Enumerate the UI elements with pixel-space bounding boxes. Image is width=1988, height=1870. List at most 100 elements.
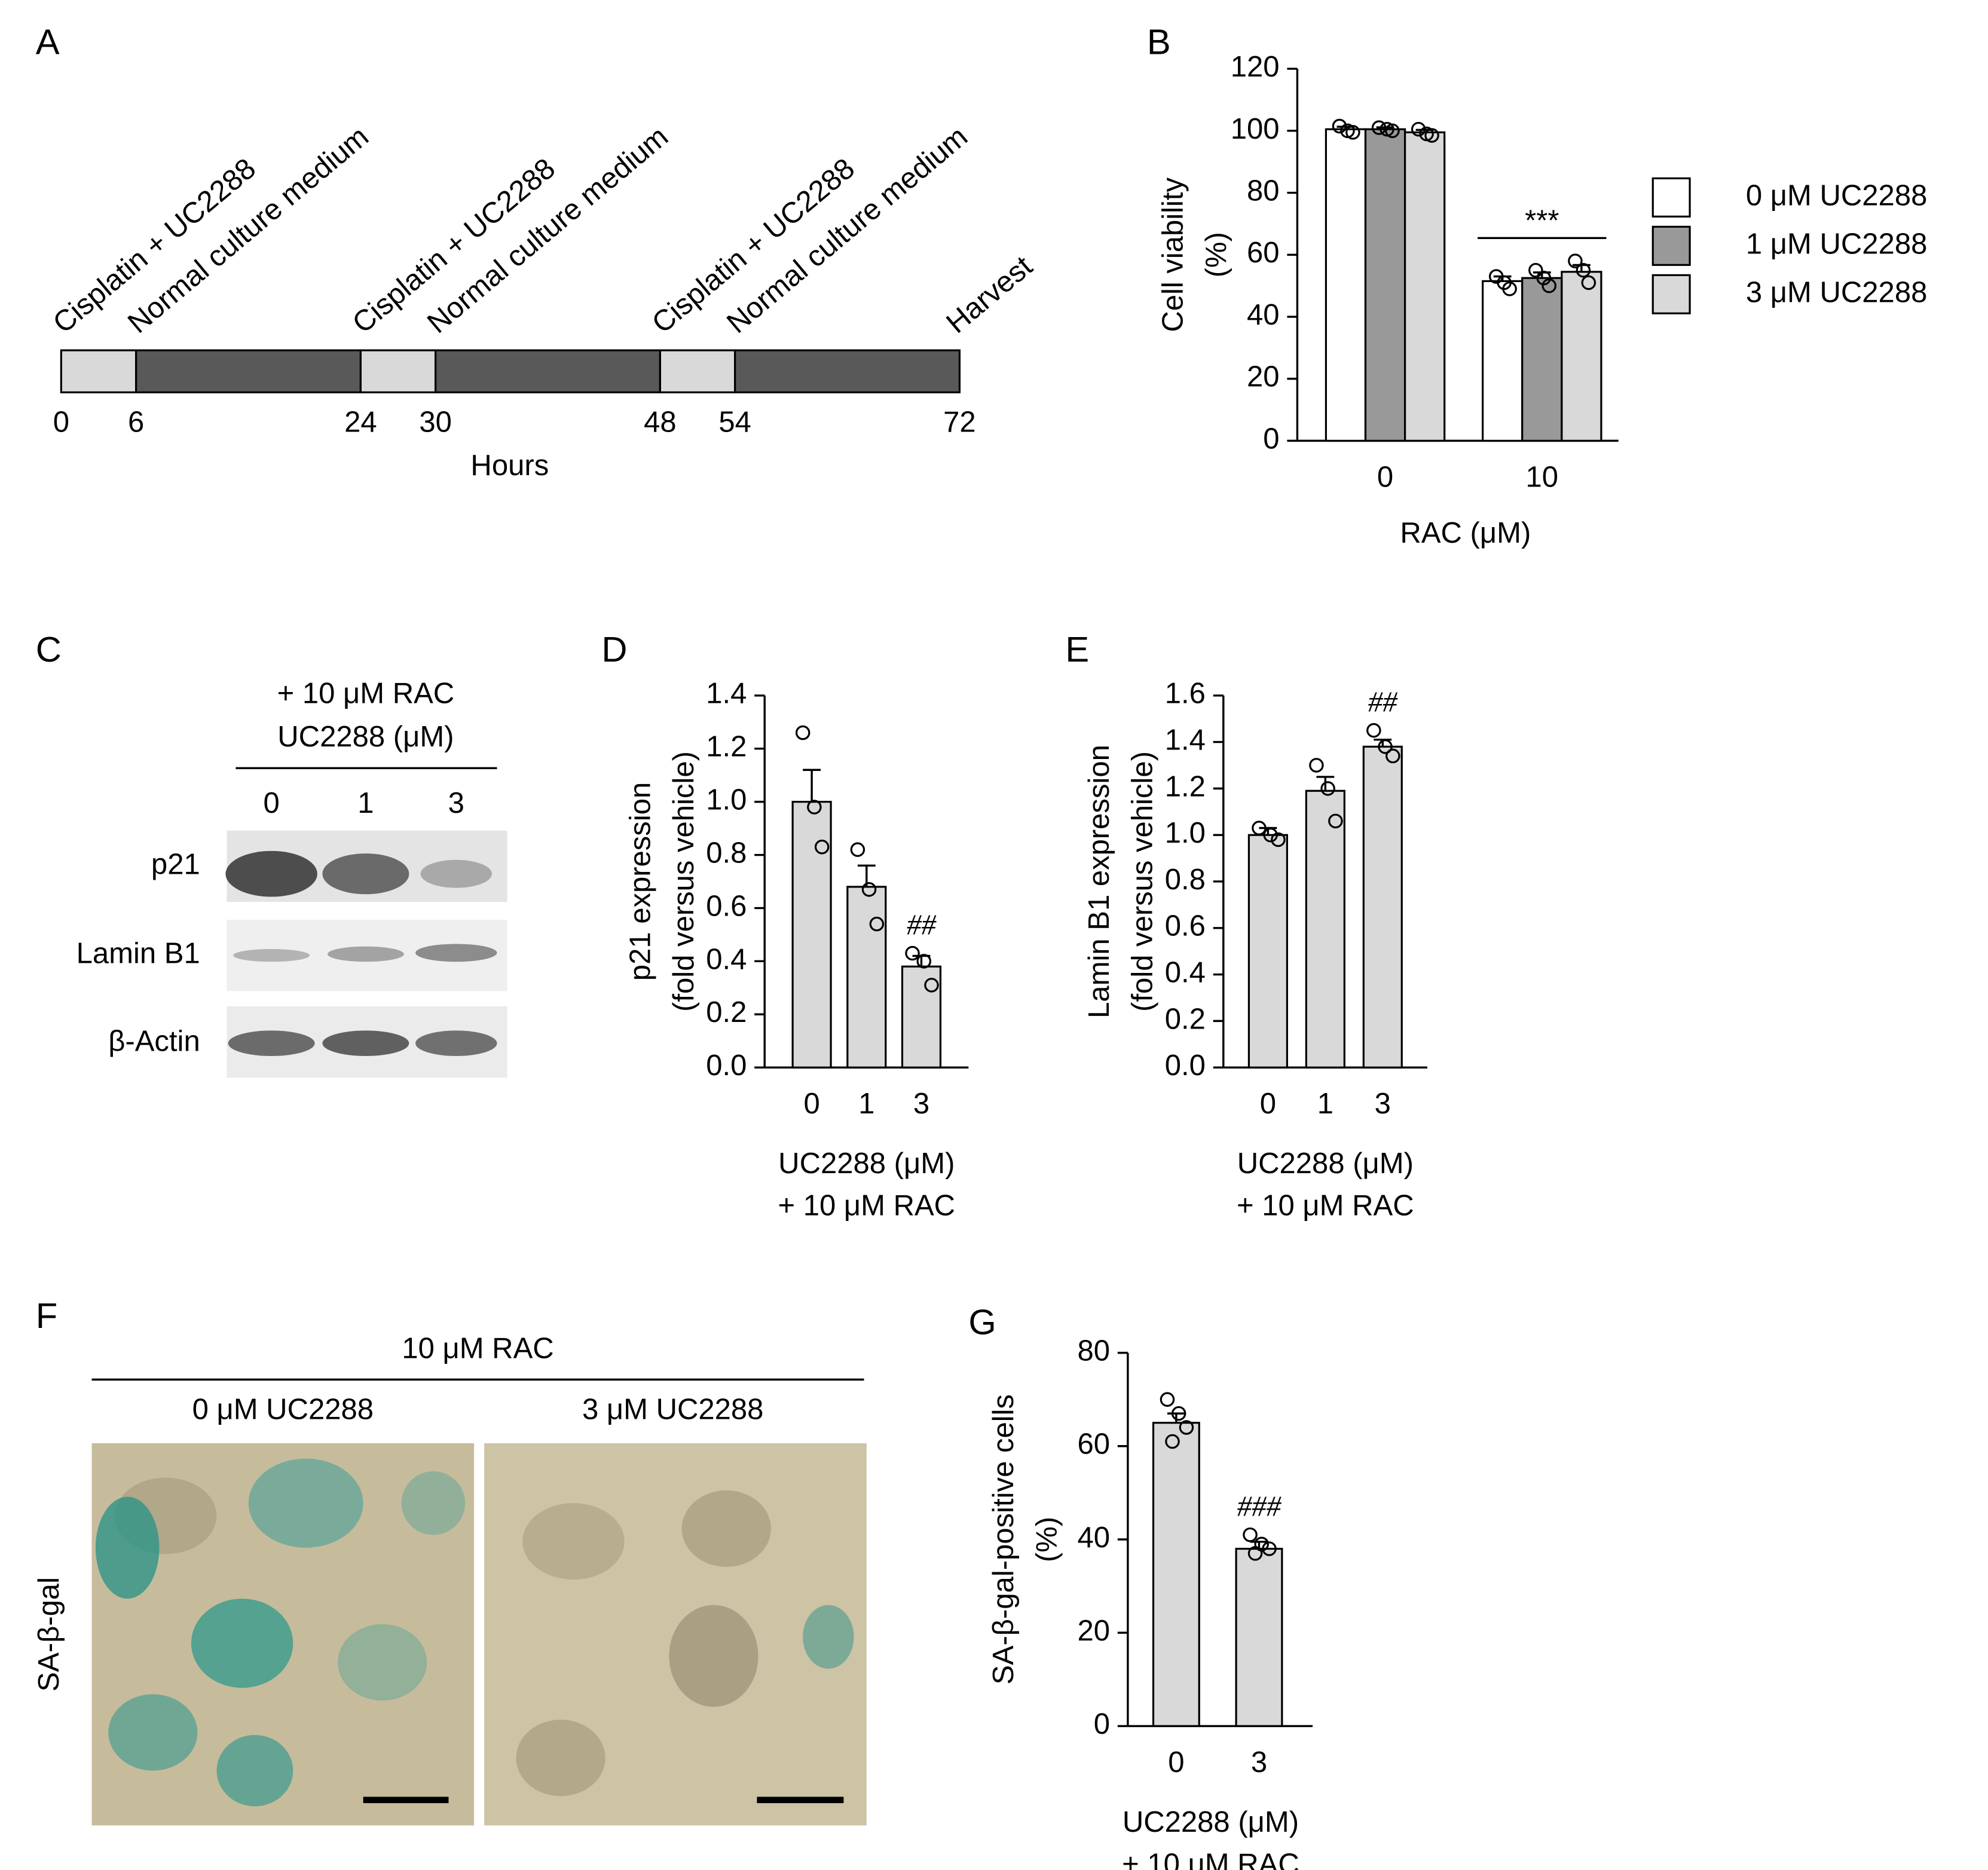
y-tick-label: 0.2 bbox=[1165, 1003, 1206, 1035]
data-point bbox=[814, 839, 830, 855]
bar bbox=[901, 965, 942, 1069]
y-axis-label: (fold versus vehicle) bbox=[1127, 751, 1159, 1012]
y-tick-label: 0.0 bbox=[706, 1049, 747, 1082]
timeline-tick-label: 72 bbox=[943, 406, 976, 439]
y-tick-label: 0.0 bbox=[1165, 1049, 1206, 1082]
blot-row-label: β-Actin bbox=[108, 1026, 200, 1058]
timeline-tick-label: 30 bbox=[419, 406, 452, 439]
timeline-tick-label: 24 bbox=[344, 406, 377, 439]
data-point bbox=[1528, 262, 1543, 278]
timeline-segment bbox=[359, 349, 437, 394]
bar bbox=[1364, 128, 1406, 442]
data-point bbox=[924, 978, 939, 993]
y-tick-label: 0.4 bbox=[1165, 957, 1206, 989]
panel-label: E bbox=[1065, 629, 1089, 669]
x-tick-label: 3 bbox=[913, 1088, 929, 1120]
y-tick-label: 0.6 bbox=[706, 890, 747, 922]
data-point bbox=[1252, 821, 1267, 835]
bar bbox=[1235, 1547, 1283, 1727]
x-axis-label: UC2288 (μM) bbox=[1237, 1147, 1414, 1180]
bar bbox=[1305, 789, 1345, 1069]
annotation: ### bbox=[1237, 1490, 1282, 1523]
data-point bbox=[869, 916, 885, 932]
data-point bbox=[861, 882, 877, 897]
data-point bbox=[1271, 832, 1286, 847]
data-point bbox=[1160, 1392, 1175, 1407]
data-point bbox=[795, 725, 811, 740]
timeline-segment bbox=[659, 349, 736, 394]
legend-label: 1 μM UC2288 bbox=[1746, 228, 1927, 260]
data-point bbox=[1309, 758, 1324, 773]
x-tick-label: 0 bbox=[1377, 461, 1393, 493]
data-point bbox=[1424, 128, 1439, 143]
y-tick-label: 1.0 bbox=[706, 784, 747, 816]
y-tick-label: 1.2 bbox=[706, 731, 747, 763]
timeline-tick-label: 48 bbox=[644, 406, 677, 439]
legend-swatch bbox=[1651, 274, 1691, 314]
data-point bbox=[1171, 1406, 1186, 1421]
timeline-segment bbox=[134, 349, 362, 394]
timeline-xlabel: Hours bbox=[470, 449, 549, 482]
micrograph-column-label: 0 μM UC2288 bbox=[192, 1394, 374, 1426]
y-tick-label: 1.2 bbox=[1165, 770, 1206, 803]
y-tick-label: 0.2 bbox=[706, 996, 747, 1029]
data-point bbox=[807, 800, 822, 815]
panel-label: C bbox=[36, 629, 62, 669]
y-axis-label: (%) bbox=[1031, 1517, 1063, 1562]
y-axis-label: (%) bbox=[1200, 232, 1232, 277]
data-point bbox=[1262, 1541, 1277, 1556]
timeline-tick-label: 6 bbox=[128, 406, 144, 439]
blot-lane-label: 3 bbox=[448, 787, 464, 819]
x-axis-label: + 10 μM RAC bbox=[1237, 1190, 1414, 1222]
x-tick-label: 0 bbox=[803, 1088, 819, 1120]
data-point bbox=[1179, 1420, 1194, 1435]
data-point bbox=[1165, 1434, 1180, 1449]
error-bar bbox=[803, 769, 821, 802]
y-tick-label: 0.8 bbox=[1165, 864, 1206, 896]
y-tick-label: 40 bbox=[1077, 1522, 1110, 1554]
y-axis-label: p21 expression bbox=[625, 782, 657, 981]
blot-header: + 10 μM RAC bbox=[277, 678, 455, 710]
x-axis-label: RAC (μM) bbox=[1400, 517, 1531, 549]
y-tick-label: 60 bbox=[1077, 1428, 1110, 1461]
y-tick-label: 1.4 bbox=[706, 678, 747, 710]
y-tick-label: 20 bbox=[1247, 361, 1280, 393]
micrograph-images bbox=[91, 1443, 867, 1826]
timeline-tick-label: 0 bbox=[53, 406, 69, 439]
panel-label: A bbox=[36, 22, 60, 62]
timeline-segment bbox=[435, 349, 662, 394]
panel-label: B bbox=[1147, 22, 1171, 62]
blot-header: UC2288 (μM) bbox=[277, 721, 454, 753]
y-axis-label: SA-β-gal-positive cells bbox=[987, 1394, 1020, 1685]
panel-label: D bbox=[601, 629, 627, 669]
error-bar bbox=[1316, 776, 1335, 791]
timeline-segment bbox=[734, 349, 961, 394]
data-point bbox=[1576, 262, 1591, 278]
legend-swatch bbox=[1651, 225, 1691, 266]
error-bar bbox=[1167, 1412, 1185, 1423]
bar bbox=[1521, 277, 1563, 442]
timeline-tick-label: 54 bbox=[718, 406, 751, 439]
data-point bbox=[1328, 813, 1343, 829]
bar bbox=[1325, 128, 1367, 442]
x-tick-label: 3 bbox=[1251, 1746, 1267, 1779]
y-tick-label: 100 bbox=[1231, 113, 1280, 145]
blot-image bbox=[225, 830, 507, 1078]
micrograph-column-label: 3 μM UC2288 bbox=[582, 1394, 763, 1426]
panel-label: G bbox=[968, 1302, 996, 1342]
bar bbox=[791, 801, 832, 1069]
micrograph-row-label: SA-β-gal bbox=[33, 1577, 65, 1692]
data-point bbox=[1386, 748, 1400, 764]
x-tick-label: 10 bbox=[1526, 461, 1559, 493]
bar bbox=[846, 886, 887, 1069]
y-tick-label: 80 bbox=[1247, 175, 1280, 207]
y-tick-label: 0.8 bbox=[706, 837, 747, 869]
y-tick-label: 1.4 bbox=[1165, 724, 1206, 757]
bar bbox=[1403, 131, 1446, 442]
blot-row-label: p21 bbox=[151, 848, 200, 880]
legend-label: 0 μM UC2288 bbox=[1746, 179, 1927, 212]
bar bbox=[1247, 834, 1288, 1069]
panel-label: F bbox=[36, 1296, 57, 1336]
legend-label: 3 μM UC2288 bbox=[1746, 276, 1927, 308]
annotation: ## bbox=[907, 908, 937, 941]
